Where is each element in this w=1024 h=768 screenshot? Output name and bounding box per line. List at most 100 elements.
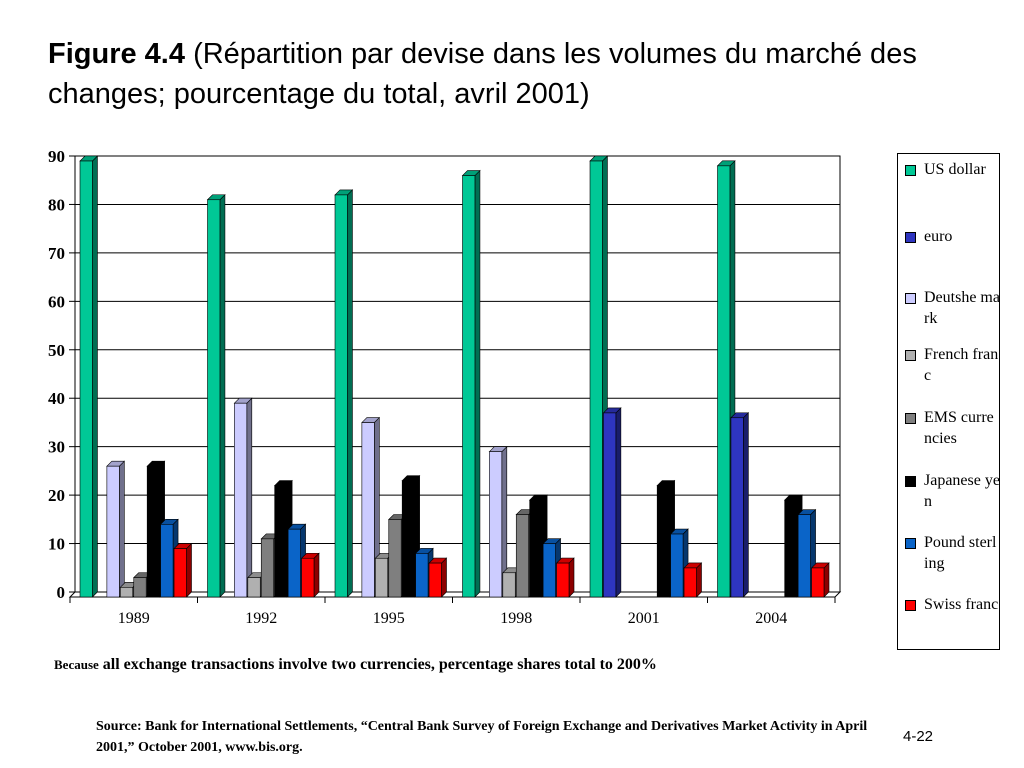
bar-front: [603, 412, 617, 598]
x-tick-label: 1992: [245, 610, 277, 627]
bar-side: [219, 194, 226, 598]
legend-swatch: [905, 293, 916, 304]
bar: [461, 169, 481, 598]
y-tick-label: 50: [48, 341, 65, 360]
footnote-text: all exchange transactions involve two cu…: [102, 656, 657, 673]
bar-side: [568, 557, 575, 598]
bar: [173, 542, 193, 598]
bar-front: [247, 577, 261, 598]
legend-swatch: [905, 165, 916, 176]
y-tick-label: 70: [48, 244, 65, 263]
bar-side: [92, 155, 98, 598]
bar-side: [823, 562, 830, 598]
x-tick-label: 1995: [373, 610, 405, 627]
legend-swatch: [905, 232, 916, 243]
bar: [428, 557, 448, 598]
bar: [361, 416, 381, 598]
source-citation: Source: Bank for International Settlemen…: [96, 719, 868, 755]
bar-front: [207, 199, 221, 598]
legend-label: Swiss franc: [924, 596, 999, 613]
bar-front: [234, 402, 248, 598]
chart-legend: US dollar euro Deutshe mark French franc EMS…: [897, 153, 1000, 650]
bar: [233, 397, 253, 598]
bar-front: [160, 524, 174, 598]
bar-front: [274, 485, 288, 598]
bar-front: [529, 499, 543, 598]
bar-front: [415, 553, 429, 598]
bar-front: [683, 567, 697, 598]
y-tick-label: 40: [48, 389, 65, 408]
bar: [300, 552, 320, 598]
bar-front: [260, 538, 274, 598]
bar-side: [119, 460, 125, 598]
bar-front: [730, 417, 744, 598]
legend-swatch: [905, 476, 916, 487]
legend-label: French franc: [924, 346, 999, 384]
legend-swatch: [905, 600, 916, 611]
bar-front: [811, 567, 825, 598]
bar: [79, 155, 99, 598]
bar: [106, 460, 126, 598]
bar-front: [133, 577, 147, 598]
bar-front: [428, 562, 442, 598]
bar-side: [615, 407, 622, 598]
bar: [488, 445, 508, 598]
legend-swatch: [905, 413, 916, 424]
bar-front: [173, 548, 187, 598]
bar-front: [656, 485, 670, 598]
legend-label: US dollar: [924, 161, 986, 178]
bar-front: [301, 557, 315, 598]
bar-front: [515, 514, 529, 598]
x-tick-label: 2004: [755, 610, 787, 627]
bar-front: [589, 160, 603, 598]
legend-swatch: [905, 350, 916, 361]
bar-front: [462, 175, 476, 598]
bar-front: [79, 160, 93, 598]
bar-side: [313, 552, 320, 598]
bar-front: [361, 422, 375, 598]
bar-front: [106, 465, 120, 598]
y-tick-label: 20: [48, 486, 65, 505]
bar: [730, 412, 750, 598]
bar: [334, 189, 354, 598]
bar-side: [743, 412, 749, 598]
x-tick-label: 1989: [118, 610, 150, 627]
bar-side: [347, 189, 353, 598]
y-tick-label: 60: [48, 292, 65, 311]
figure-number: Figure 4.4: [48, 38, 185, 70]
bar-front: [401, 480, 415, 598]
bar-front: [670, 533, 684, 598]
bar-front: [120, 587, 134, 598]
bar-front: [784, 499, 798, 598]
footnote-lead: Because: [54, 657, 99, 672]
bar: [555, 557, 575, 598]
bar: [683, 562, 703, 598]
bar-front: [717, 165, 731, 598]
chart-footnote: Because all exchange transactions involv…: [54, 656, 874, 674]
y-tick-label: 0: [57, 583, 66, 602]
bar-front: [489, 451, 503, 598]
x-tick-label: 2001: [628, 610, 660, 627]
y-tick-label: 10: [48, 535, 65, 554]
bar-front: [797, 514, 811, 598]
bar: [206, 194, 226, 598]
bar-front: [388, 519, 402, 598]
bar: [602, 407, 622, 598]
bar-front: [542, 543, 556, 598]
legend-label: Deutshe mark: [924, 289, 1000, 327]
bar-side: [696, 562, 702, 598]
bar-side: [474, 169, 481, 598]
bar-front: [502, 572, 516, 598]
bar-side: [186, 542, 192, 598]
bar-front: [287, 528, 301, 598]
bar-front: [375, 557, 389, 598]
y-tick-label: 30: [48, 438, 65, 457]
legend-label: Pound sterling: [924, 534, 997, 572]
y-tick-label: 90: [48, 147, 65, 166]
bar-front: [146, 465, 160, 598]
legend-label: euro: [924, 228, 953, 245]
legend-label: EMS currencies: [924, 409, 994, 447]
bar-front: [556, 562, 570, 598]
bar-front: [334, 194, 348, 598]
